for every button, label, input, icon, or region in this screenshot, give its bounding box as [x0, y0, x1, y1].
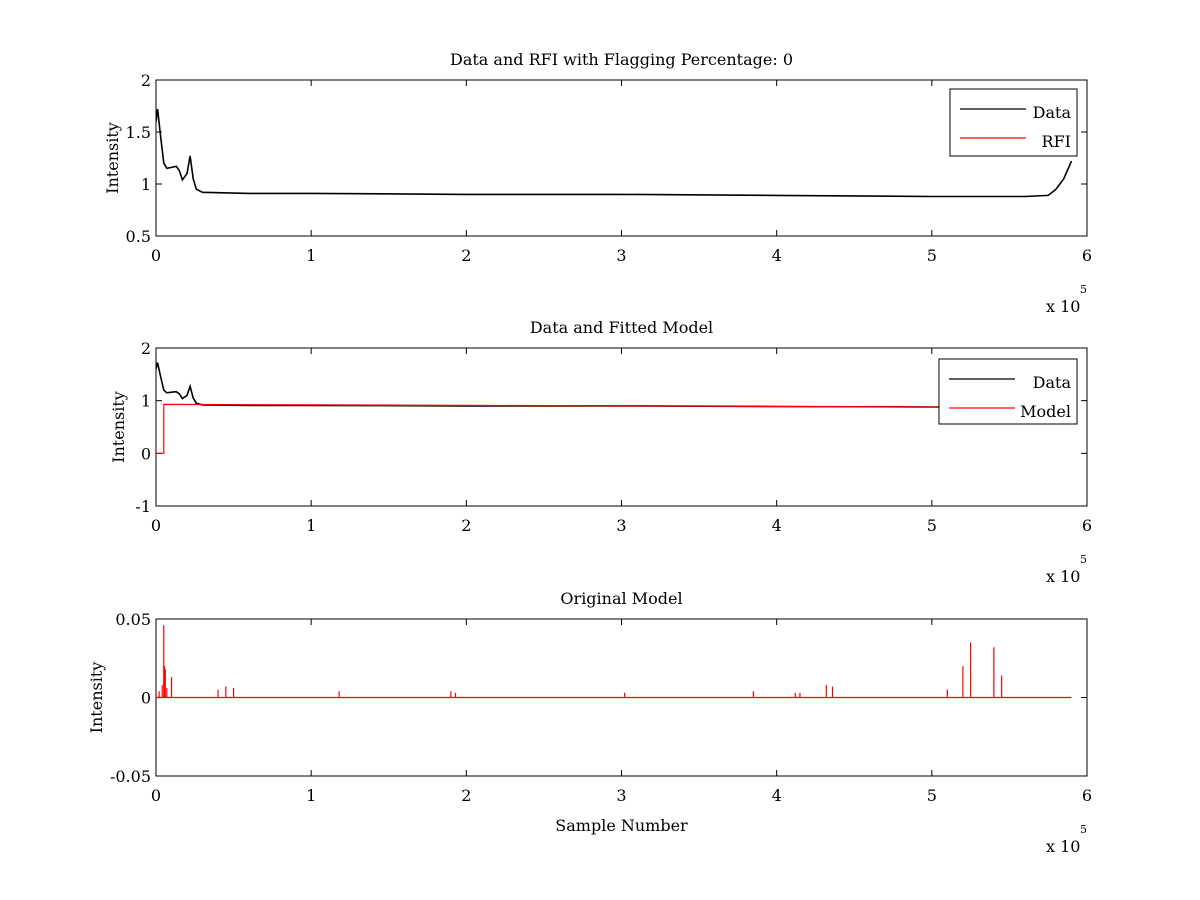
plot-area [155, 347, 1088, 507]
legend-box [949, 88, 1078, 157]
y-tick-label: 0 [141, 689, 151, 708]
y-tick-label: 1 [141, 392, 151, 411]
y-tick-label: 0 [141, 444, 151, 463]
plot-area [155, 79, 1088, 237]
legend-label: Data [1033, 103, 1072, 122]
y-axis-label: Intensity [103, 122, 122, 194]
x-tick-label: 5 [927, 786, 937, 805]
x-exponent-base: x 10 [1046, 837, 1080, 856]
x-tick-label: 5 [927, 246, 937, 265]
x-exponent-label: x 10 [1046, 297, 1080, 316]
x-tick-label: 4 [772, 516, 782, 535]
chart-title: Original Model [560, 589, 682, 608]
legend-label: Data [1033, 373, 1072, 392]
x-exponent-power: 5 [1080, 553, 1087, 566]
x-exponent-base: x 10 [1046, 567, 1080, 586]
x-tick-label: 1 [306, 246, 316, 265]
y-tick-label: -0.05 [110, 767, 151, 786]
x-tick-label: 4 [772, 246, 782, 265]
x-tick-label: 1 [306, 516, 316, 535]
y-tick-label: 1.5 [126, 123, 151, 142]
x-tick-label: 5 [927, 516, 937, 535]
x-exponent-power: 5 [1080, 823, 1087, 836]
x-tick-label: 3 [616, 246, 626, 265]
series-group [156, 362, 1025, 454]
x-tick-label: 4 [772, 786, 782, 805]
x-tick-label: 6 [1082, 786, 1092, 805]
legend: Data Model [938, 358, 1078, 425]
series-group [156, 625, 1072, 699]
chart-title: Data and Fitted Model [530, 318, 713, 337]
x-exponent-power: 5 [1080, 283, 1087, 296]
y-axis-label: Intensity [109, 391, 128, 463]
y-tick-label: 2 [141, 339, 151, 358]
x-tick-label: 0 [151, 786, 161, 805]
y-tick-label: 0.5 [126, 227, 151, 246]
series-line-model [156, 403, 1025, 454]
x-tick-label: 0 [151, 246, 161, 265]
y-axis-label: Intensity [87, 662, 106, 734]
series-group [156, 108, 1073, 198]
x-tick-label: 6 [1082, 516, 1092, 535]
x-tick-label: 3 [616, 516, 626, 535]
y-tick-label: 1 [141, 175, 151, 194]
chart-title: Data and RFI with Flagging Percentage: 0 [450, 50, 793, 69]
legend-label: RFI [1042, 132, 1071, 151]
x-tick-label: 2 [461, 246, 471, 265]
y-tick-label: 0.05 [115, 610, 151, 629]
legend-box [938, 358, 1078, 425]
x-axis-label: Sample Number [555, 816, 688, 835]
x-exponent-base: x 10 [1046, 297, 1080, 316]
x-tick-label: 2 [461, 516, 471, 535]
x-tick-label: 3 [616, 786, 626, 805]
x-exponent-label: x 10 [1046, 837, 1080, 856]
series-line-data [156, 108, 1073, 198]
legend-label: Model [1020, 402, 1071, 421]
legend: Data RFI [949, 88, 1078, 157]
y-tick-label: 2 [141, 71, 151, 90]
x-tick-label: 1 [306, 786, 316, 805]
x-tick-label: 6 [1082, 246, 1092, 265]
y-tick-label: -1 [135, 497, 151, 516]
x-exponent-label: x 10 [1046, 567, 1080, 586]
x-tick-label: 2 [461, 786, 471, 805]
x-tick-label: 0 [151, 516, 161, 535]
